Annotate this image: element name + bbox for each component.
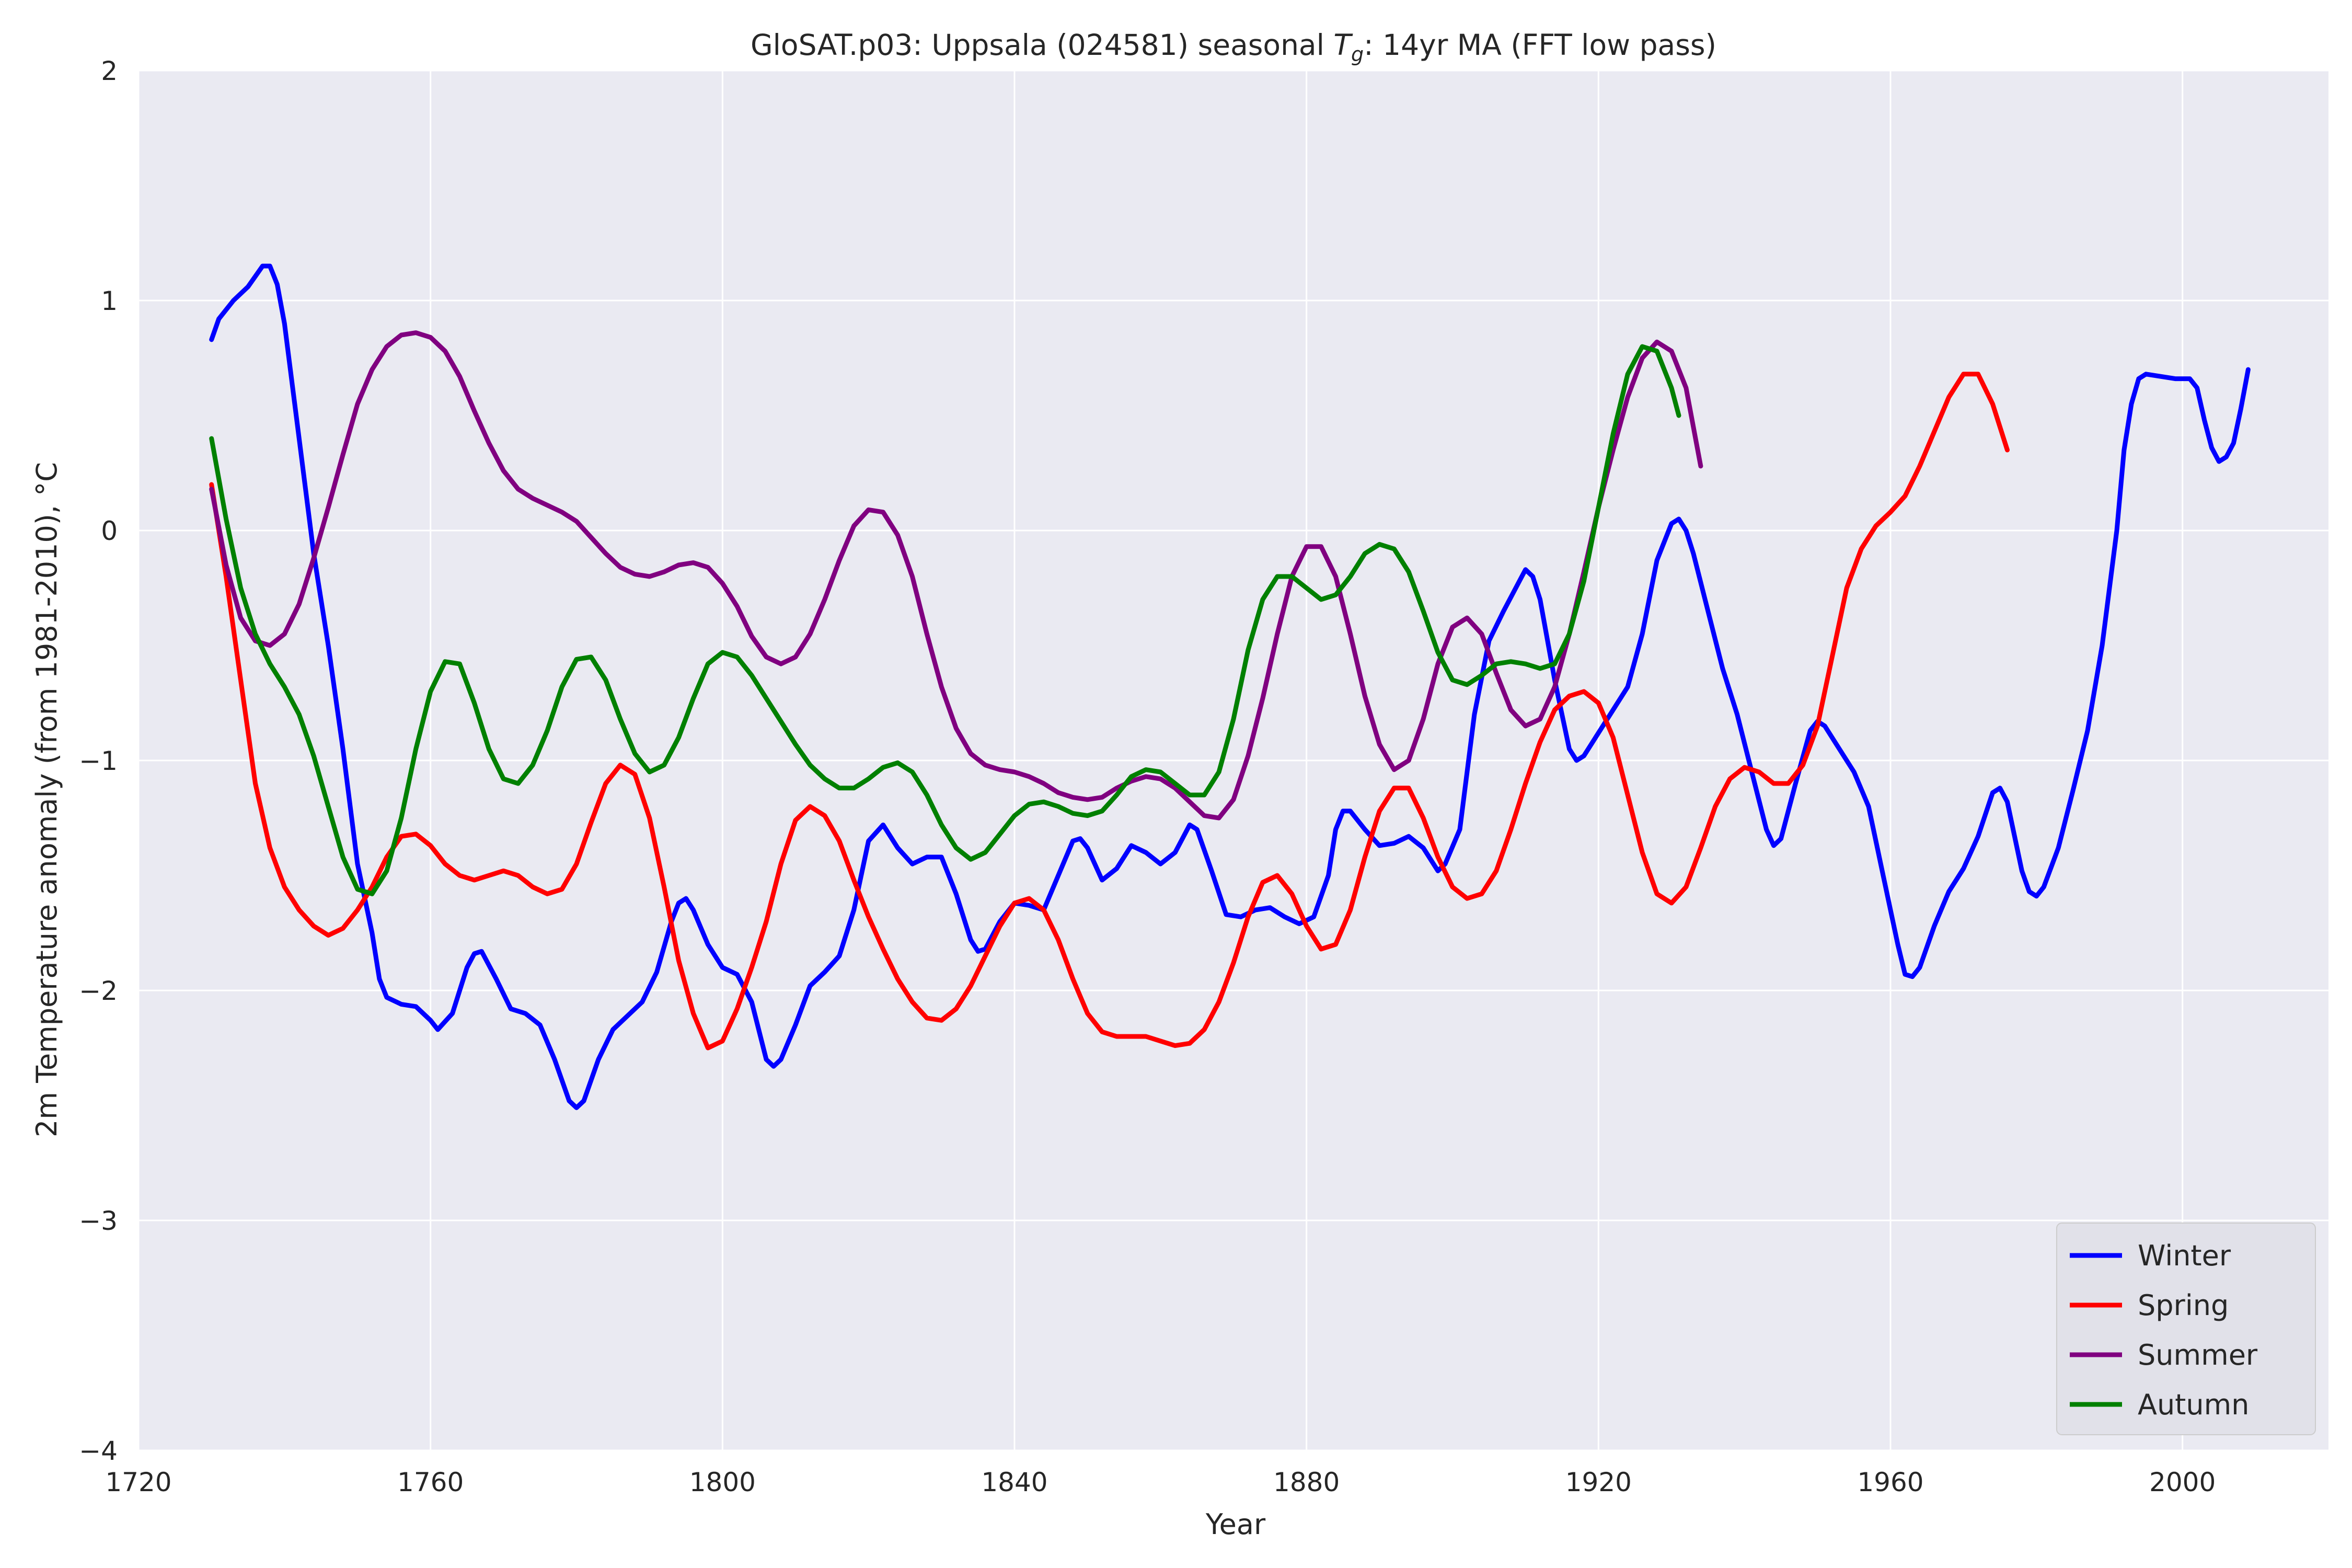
x-tick-label: 1920 [1565,1467,1632,1497]
y-tick-label: −2 [79,976,118,1006]
y-tick-label: −1 [79,746,118,776]
x-tick-label: 2000 [2149,1467,2216,1497]
legend-label: Winter [2138,1239,2231,1272]
legend-box [2056,1223,2316,1435]
grid [137,70,2328,1451]
y-tick-label: 2 [101,56,118,86]
series-line-winter [209,263,2251,1110]
x-tick-label: 1880 [1273,1467,1340,1497]
series-line-summer [209,330,1703,821]
y-tick-label: 0 [101,516,118,546]
legend: Winter Spring Summer Autumn [2056,1223,2316,1435]
series-lines [209,263,2251,1110]
y-tick-label: −3 [79,1206,118,1236]
y-tick-label: −4 [79,1436,118,1466]
y-axis-label: 2m Temperature anomaly (from 1981-2010),… [30,462,63,1137]
x-tick-label: 1760 [397,1467,464,1497]
x-tick-label: 1720 [105,1467,171,1497]
series-line-spring [209,372,2010,1051]
x-axis-label: Year [1205,1508,1266,1541]
series-line-autumn [209,344,1681,896]
x-tick-label: 1800 [689,1467,756,1497]
y-tick-label: 1 [101,286,118,316]
legend-label: Summer [2138,1339,2258,1371]
legend-label: Autumn [2138,1388,2249,1421]
x-tick-label: 1960 [1857,1467,1923,1497]
legend-label: Spring [2138,1289,2229,1322]
tick-labels: 1720 1760 1800 1840 1880 1920 1960 2000 −4 −3 −2 −1… [79,56,2216,1497]
chart-title: GloSAT.p03: Uppsala (024581) seasonal Tg… [751,28,1716,66]
x-tick-label: 1840 [981,1467,1047,1497]
